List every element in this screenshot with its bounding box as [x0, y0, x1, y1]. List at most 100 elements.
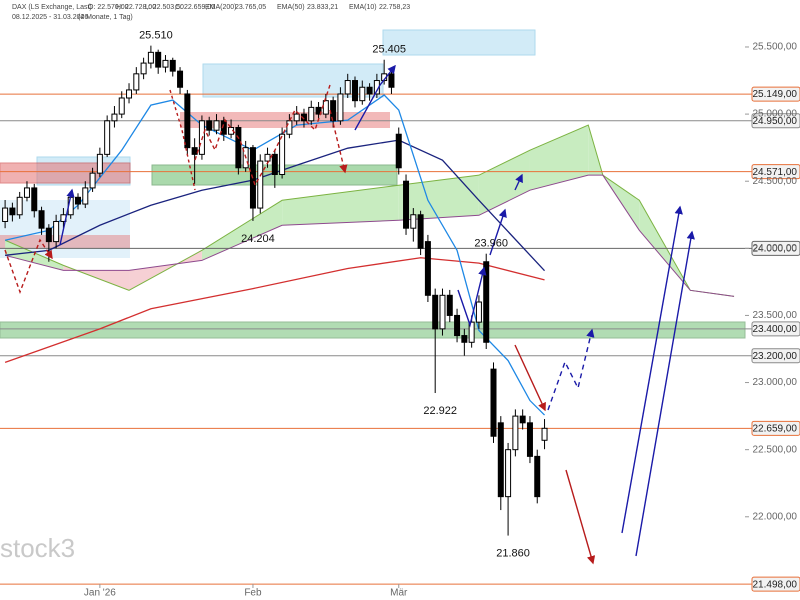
candle-body — [388, 73, 395, 88]
candle-body — [395, 133, 402, 169]
candle-body — [96, 153, 103, 174]
candle-body — [184, 93, 191, 149]
watermark: stock3 — [0, 533, 75, 563]
candle-body — [271, 153, 278, 175]
candle-body — [162, 59, 169, 68]
candle-body — [235, 127, 242, 169]
candle-body — [23, 187, 30, 198]
level-box — [751, 576, 800, 592]
candle-body — [446, 294, 453, 316]
arrows — [4, 64, 695, 565]
level-label: 21.498,00 — [753, 579, 798, 590]
candles — [2, 45, 548, 536]
legend-name: EMA(10) — [349, 4, 377, 11]
candle-body — [454, 314, 461, 337]
arrow — [547, 328, 595, 411]
candle-body — [432, 294, 439, 330]
arrow — [635, 230, 695, 557]
candle-body — [541, 427, 548, 441]
level-box — [751, 348, 800, 364]
cloud-segment — [201, 200, 283, 261]
candle-body — [512, 415, 519, 451]
zone — [0, 235, 130, 248]
level-box — [751, 321, 800, 337]
header: DAX (LS Exchange, Last) O: 22.570,00 H: … — [12, 4, 410, 21]
cloud-line — [4, 124, 735, 297]
candle-body — [490, 368, 497, 437]
x-tick-label: Jan '26 — [84, 588, 116, 599]
zone — [382, 29, 536, 56]
candle-body — [82, 187, 89, 205]
date-range: 08.12.2025 - 31.03.2026 — [12, 14, 88, 21]
cloud — [4, 124, 735, 297]
arrow — [4, 238, 53, 295]
y-tick-label: 22.000,00 — [753, 511, 798, 522]
extreme-label: 25.510 — [139, 30, 173, 42]
candle-body — [403, 180, 410, 229]
level-label: 22.659,00 — [753, 423, 798, 434]
ema-line — [4, 257, 545, 364]
candle-body — [118, 97, 125, 115]
level-label: 24.950,00 — [753, 116, 798, 127]
candle-body — [16, 196, 23, 216]
level-box — [751, 240, 800, 256]
ohlc-open: O: 22.570,00 — [88, 4, 129, 11]
candle-body — [534, 455, 541, 498]
zone — [0, 321, 746, 339]
candle-body — [308, 106, 315, 122]
extreme-label: 25.405 — [372, 44, 406, 56]
candle-body — [213, 120, 220, 131]
candle-body — [293, 113, 300, 122]
candle-body — [366, 86, 373, 95]
candle-body — [191, 147, 198, 155]
y-tick-label: 23.500,00 — [753, 310, 798, 321]
candle-body — [133, 73, 140, 91]
y-tick-label: 25.500,00 — [753, 42, 798, 53]
extreme-label: 22.922 — [423, 405, 457, 417]
arrow — [169, 89, 196, 191]
candle-body — [45, 227, 52, 243]
arrow — [194, 84, 331, 187]
arrow — [514, 173, 523, 191]
zone — [0, 162, 131, 184]
candle-body — [147, 51, 154, 64]
extreme-label: 24.204 — [241, 233, 275, 245]
candle-body — [264, 153, 271, 162]
date-span: (4 Monate, 1 Tag) — [78, 14, 133, 21]
candle-body — [111, 113, 118, 122]
level-label: 24.000,00 — [753, 243, 798, 254]
candle-body — [475, 301, 482, 323]
level-label: 24.571,00 — [753, 167, 798, 178]
candle-body — [344, 80, 351, 95]
candle-body — [483, 261, 490, 343]
y-tick-label: 24.000,00 — [753, 243, 798, 254]
level-box — [751, 86, 800, 102]
candle-body — [89, 172, 96, 189]
candle-body — [417, 214, 424, 249]
arrow — [329, 109, 348, 174]
axis: 22.000,00 22.500,00 23.000,00 23.500,00 24.0… — [84, 30, 798, 599]
candle-body — [177, 70, 184, 88]
extreme-label: 21.860 — [496, 547, 530, 559]
y-tick-label: 22.500,00 — [753, 444, 798, 455]
level-label: 23.400,00 — [753, 324, 798, 335]
candle-body — [155, 51, 162, 68]
ohlc-high: H: 22.728,00 — [116, 4, 156, 11]
cloud-segment — [5, 240, 64, 271]
legend-name: EMA(200) — [205, 4, 237, 11]
arrow — [565, 469, 596, 565]
candle-body — [526, 422, 533, 457]
x-tick-label: Mär — [390, 588, 408, 599]
arrow — [59, 188, 75, 246]
level-label: 25.149,00 — [753, 89, 798, 100]
y-tick-label: 24.500,00 — [753, 176, 798, 187]
instrument: DAX (LS Exchange, Last) — [12, 4, 92, 11]
arrow — [489, 208, 507, 256]
candle-body — [53, 220, 60, 243]
candle-body — [424, 241, 431, 296]
legend-value: 23.833,21 — [307, 4, 338, 11]
